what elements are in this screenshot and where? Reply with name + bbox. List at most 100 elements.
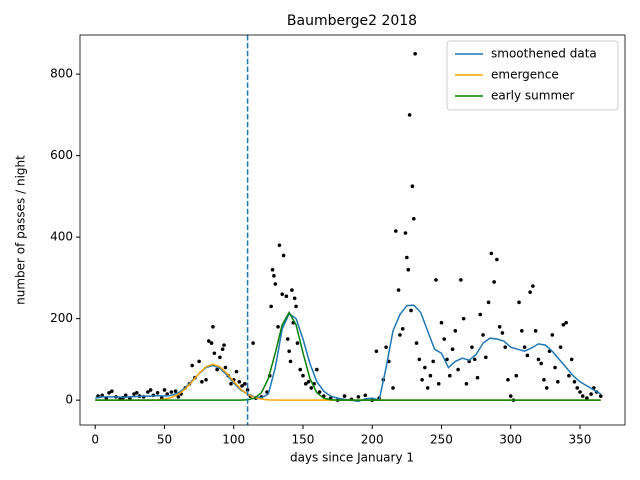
x-tick-label: 0 bbox=[91, 433, 99, 447]
data-point bbox=[514, 373, 519, 378]
data-point bbox=[578, 390, 582, 394]
data-point bbox=[290, 288, 294, 292]
data-point bbox=[132, 392, 136, 396]
data-point bbox=[447, 373, 452, 378]
data-point bbox=[520, 329, 524, 333]
data-point bbox=[294, 304, 298, 309]
data-point bbox=[575, 386, 580, 390]
data-point bbox=[295, 341, 300, 345]
data-point bbox=[169, 390, 174, 394]
data-point bbox=[434, 278, 438, 282]
data-point bbox=[425, 386, 430, 390]
data-point bbox=[564, 320, 568, 325]
legend-label: emergence bbox=[491, 68, 559, 82]
y-tick-label: 600 bbox=[50, 148, 73, 162]
data-point bbox=[243, 382, 247, 386]
data-point bbox=[173, 389, 178, 393]
data-point bbox=[237, 380, 242, 384]
data-point bbox=[391, 386, 395, 390]
data-point bbox=[556, 380, 560, 384]
data-point bbox=[269, 304, 273, 309]
data-point bbox=[317, 390, 322, 394]
data-point bbox=[517, 300, 521, 305]
data-point bbox=[265, 390, 269, 394]
data-point bbox=[528, 290, 532, 294]
data-point bbox=[536, 357, 541, 362]
data-point bbox=[428, 373, 433, 378]
data-point bbox=[396, 288, 401, 292]
data-point bbox=[442, 337, 447, 341]
data-point bbox=[281, 253, 286, 258]
x-tick-label: 150 bbox=[292, 433, 315, 447]
data-point bbox=[475, 375, 480, 380]
data-point bbox=[403, 231, 408, 235]
data-point bbox=[301, 373, 305, 378]
y-tick-label: 200 bbox=[50, 311, 73, 325]
data-point bbox=[234, 369, 239, 374]
data-point bbox=[478, 312, 483, 317]
data-point bbox=[342, 394, 347, 398]
plot-frame bbox=[79, 34, 626, 426]
y-axis-label: number of passes / night bbox=[14, 155, 28, 305]
data-point bbox=[220, 347, 225, 352]
data-point bbox=[531, 284, 535, 288]
data-point bbox=[567, 373, 571, 378]
x-tick-label: 50 bbox=[157, 433, 172, 447]
data-point bbox=[309, 386, 314, 390]
chart-title: Baumberge2 2018 bbox=[287, 13, 417, 29]
data-point bbox=[110, 389, 114, 393]
data-point bbox=[542, 377, 546, 382]
data-point bbox=[284, 294, 289, 299]
data-point bbox=[277, 243, 282, 248]
data-point bbox=[561, 322, 566, 327]
data-point bbox=[245, 388, 250, 392]
data-point bbox=[146, 390, 150, 394]
data-point bbox=[431, 359, 435, 364]
data-point bbox=[585, 396, 589, 400]
data-point bbox=[589, 392, 593, 396]
data-point bbox=[470, 345, 474, 349]
data-point bbox=[298, 367, 303, 372]
data-point bbox=[503, 345, 507, 349]
data-point bbox=[414, 341, 419, 345]
data-point bbox=[533, 329, 538, 333]
data-point bbox=[550, 333, 555, 337]
data-point bbox=[276, 324, 280, 329]
data-point bbox=[190, 363, 194, 368]
data-point bbox=[413, 51, 417, 56]
data-point bbox=[223, 365, 228, 370]
data-point bbox=[393, 229, 398, 233]
data-point bbox=[398, 333, 402, 337]
data-point bbox=[506, 377, 510, 382]
data-point bbox=[148, 388, 153, 392]
data-point bbox=[417, 357, 422, 362]
data-point bbox=[123, 393, 128, 398]
x-axis-label: days since January 1 bbox=[290, 451, 414, 465]
data-point bbox=[280, 292, 285, 296]
data-point bbox=[497, 324, 502, 329]
data-point bbox=[270, 267, 275, 272]
data-point bbox=[481, 333, 485, 337]
data-point bbox=[207, 339, 211, 343]
data-point bbox=[218, 355, 222, 360]
data-point bbox=[306, 380, 311, 384]
data-point bbox=[500, 331, 505, 335]
data-point bbox=[272, 274, 276, 278]
data-point bbox=[453, 329, 458, 333]
data-point bbox=[176, 395, 181, 399]
data-point bbox=[464, 382, 469, 386]
x-tick-label: 200 bbox=[361, 433, 384, 447]
data-point bbox=[197, 359, 201, 364]
legend-label: smoothened data bbox=[491, 47, 597, 61]
data-point bbox=[107, 391, 111, 395]
data-point bbox=[439, 320, 444, 325]
x-tick-label: 100 bbox=[222, 433, 245, 447]
data-point bbox=[411, 216, 416, 221]
y-tick-label: 0 bbox=[65, 393, 73, 407]
data-point bbox=[522, 345, 527, 349]
data-point bbox=[400, 327, 405, 331]
data-point bbox=[525, 353, 530, 358]
data-point bbox=[544, 386, 549, 390]
data-point bbox=[273, 282, 278, 286]
